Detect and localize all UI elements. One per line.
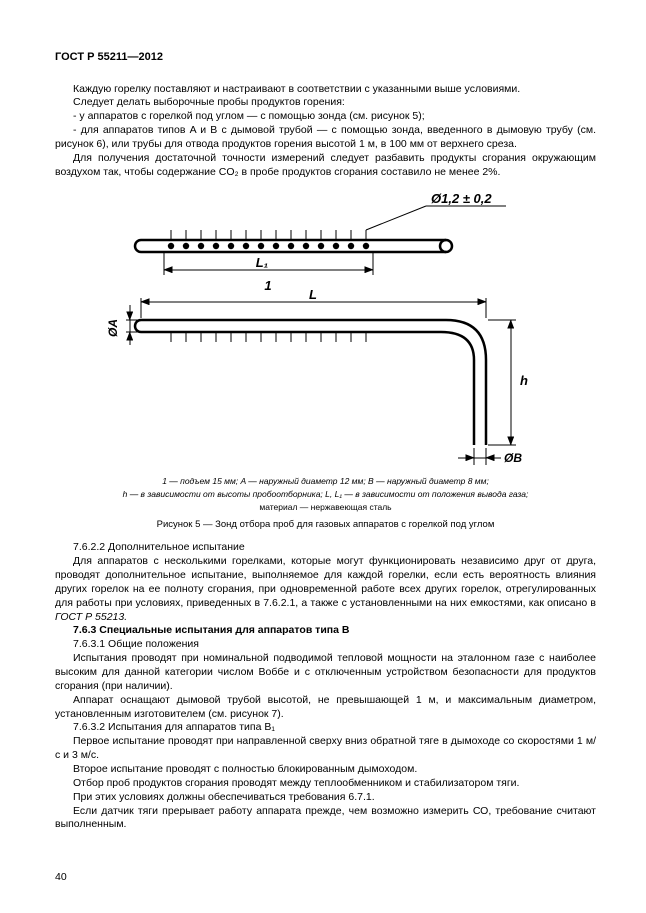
body-text: - у аппаратов с горелкой под углом — с п…: [55, 110, 596, 124]
body-text: Для получения достаточной точности измер…: [55, 152, 596, 180]
body-text: При этих условиях должны обеспечиваться …: [55, 791, 596, 805]
dim-A: ØA: [106, 319, 120, 337]
body-text: Испытания проводят при номинальной подво…: [55, 652, 596, 694]
document-page: ГОСТ Р 55211—2012 Каждую горелку поставл…: [0, 0, 646, 913]
body-text: Второе испытание проводят с полностью бл…: [55, 763, 596, 777]
dim-hole-diameter: Ø1,2 ± 0,2: [431, 191, 492, 206]
body-text: Каждую горелку поставляют и настраивают …: [55, 83, 596, 97]
body-text: - для аппаратов типов A и B с дымовой тр…: [55, 124, 596, 152]
figure-caption: 1 — подъем 15 мм; A — наружный диаметр 1…: [55, 476, 596, 513]
body-text: Если датчик тяги прерывает работу аппара…: [55, 805, 596, 833]
dim-L1: L₁: [255, 255, 268, 270]
body-text: Отбор проб продуктов сгорания проводят м…: [55, 777, 596, 791]
figure-5-diagram: Ø1,2 ± 0,2 L₁ 1 ØA: [86, 190, 566, 470]
document-header: ГОСТ Р 55211—2012: [55, 50, 596, 65]
body-text: Для аппаратов с несколькими горелками, к…: [55, 555, 596, 624]
section-heading: 7.6.3.1 Общие положения: [55, 638, 596, 652]
figure-title: Рисунок 5 — Зонд отбора проб для газовых…: [55, 519, 596, 532]
section-heading: 7.6.3.2 Испытания для аппаратов типа B₁: [55, 721, 596, 735]
dim-h: h: [520, 373, 528, 388]
section-heading: 7.6.3 Специальные испытания для аппарато…: [55, 624, 596, 638]
page-number: 40: [55, 871, 67, 885]
body-text: Следует делать выборочные пробы продукто…: [55, 96, 596, 110]
label-1: 1: [264, 278, 271, 293]
body-text: Первое испытание проводят при направленн…: [55, 735, 596, 763]
dim-B: ØB: [504, 451, 522, 465]
body-text: Аппарат оснащают дымовой трубой высотой,…: [55, 694, 596, 722]
dim-L: L: [309, 287, 317, 302]
section-heading: 7.6.2.2 Дополнительное испытание: [55, 541, 596, 555]
